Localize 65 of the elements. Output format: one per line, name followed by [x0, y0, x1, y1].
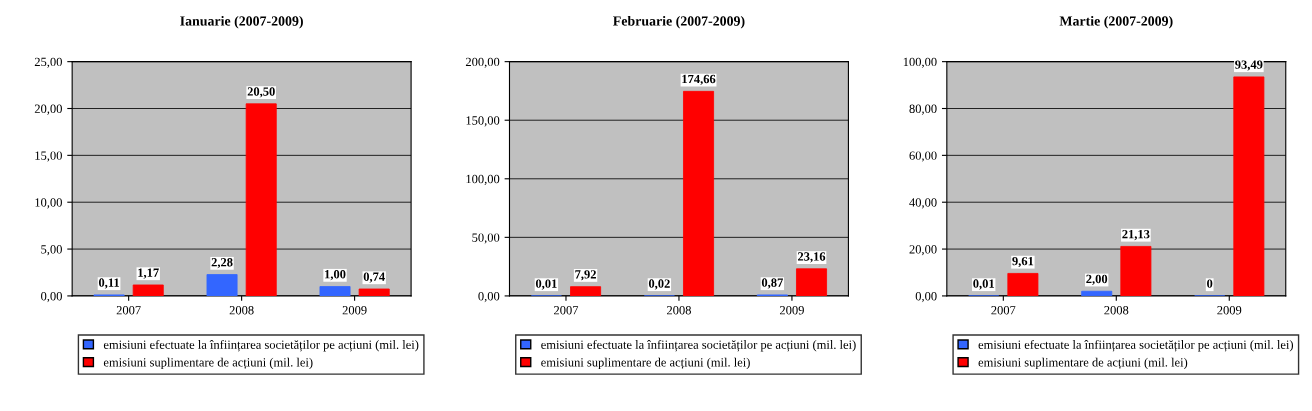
- y-tick-label: 50,00: [472, 233, 500, 244]
- data-label: 0,74: [363, 272, 385, 283]
- y-tick-label: 100,00: [903, 57, 937, 68]
- data-label: 1,00: [325, 270, 346, 281]
- bar: [1233, 76, 1265, 296]
- data-label: 7,92: [575, 270, 596, 281]
- data-label: 0,01: [535, 279, 557, 290]
- data-label: 9,61: [1012, 256, 1034, 268]
- y-tick-label: 5,00: [41, 245, 62, 256]
- data-label: 2,00: [1086, 274, 1108, 285]
- bar: [683, 90, 715, 296]
- bar: [132, 284, 164, 296]
- y-tick-label: 0,00: [915, 291, 937, 303]
- y-tick-label: 80,00: [909, 104, 937, 115]
- bar: [358, 288, 390, 296]
- y-tick-label: 10,00: [35, 198, 62, 209]
- x-tick-label: 2008: [229, 306, 254, 315]
- x-tick-label: 2008: [1104, 306, 1129, 315]
- y-tick-label: 150,00: [466, 116, 500, 127]
- y-tick-label: 15,00: [35, 151, 62, 162]
- chart-title: Februarie (2007-2009): [613, 15, 745, 29]
- chart-title: Ianuarie (2007-2009): [180, 15, 303, 29]
- bar: [1120, 246, 1152, 296]
- bar: [570, 286, 602, 296]
- data-label: 0,01: [973, 279, 995, 290]
- data-label: 0,11: [98, 278, 120, 289]
- data-label: 2,28: [211, 258, 233, 269]
- data-label: 20,50: [247, 87, 275, 98]
- data-label: 1,17: [138, 268, 159, 279]
- data-label: 21,13: [1122, 229, 1150, 241]
- bar: [319, 286, 351, 296]
- legend-label: emisiuni suplimentare de acțiuni (mil. lei): [103, 357, 313, 370]
- bar: [1081, 290, 1113, 296]
- x-tick-label: 2008: [667, 306, 691, 315]
- y-tick-label: 25,00: [34, 57, 62, 68]
- data-label: 0,87: [761, 278, 783, 289]
- data-label: 0: [1207, 279, 1213, 288]
- y-tick-label: 60,00: [909, 151, 937, 162]
- y-tick-label: 40,00: [909, 198, 937, 209]
- legend-label: emisiuni suplimentare de acțiuni (mil. lei): [978, 357, 1188, 370]
- y-tick-label: 0,00: [41, 291, 62, 303]
- y-tick-label: 200,00: [465, 57, 500, 68]
- x-tick-label: 2009: [1217, 306, 1242, 315]
- data-label: 0,02: [648, 279, 670, 290]
- bar: [796, 268, 827, 296]
- legend-label: emisiuni efectuate la înființarea societăților pe acțiuni (mil. lei): [978, 339, 1294, 352]
- y-tick-label: 0,00: [478, 291, 500, 303]
- bar: [245, 103, 277, 296]
- legend-label: emisiuni suplimentare de acțiuni (mil. lei): [541, 357, 750, 370]
- bar: [1007, 272, 1039, 296]
- y-tick-label: 100,00: [466, 174, 500, 186]
- data-label: 23,16: [797, 252, 826, 263]
- data-label: 174,66: [682, 74, 716, 86]
- x-tick-label: 2007: [991, 306, 1016, 315]
- x-tick-label: 2009: [342, 306, 367, 315]
- legend-label: emisiuni efectuate la înființarea societăților pe acțiuni (mil. lei): [541, 339, 856, 352]
- x-tick-label: 2007: [554, 306, 579, 315]
- y-tick-label: 20,00: [34, 104, 62, 115]
- x-tick-label: 2007: [116, 306, 141, 315]
- bar: [206, 274, 238, 296]
- legend-label: emisiuni efectuate la înființarea societăților pe acțiuni (mil. lei): [103, 339, 419, 352]
- x-tick-label: 2009: [779, 306, 804, 315]
- y-tick-label: 20,00: [909, 245, 937, 256]
- chart-title: Martie (2007-2009): [1059, 15, 1173, 29]
- data-label: 93,49: [1235, 60, 1263, 71]
